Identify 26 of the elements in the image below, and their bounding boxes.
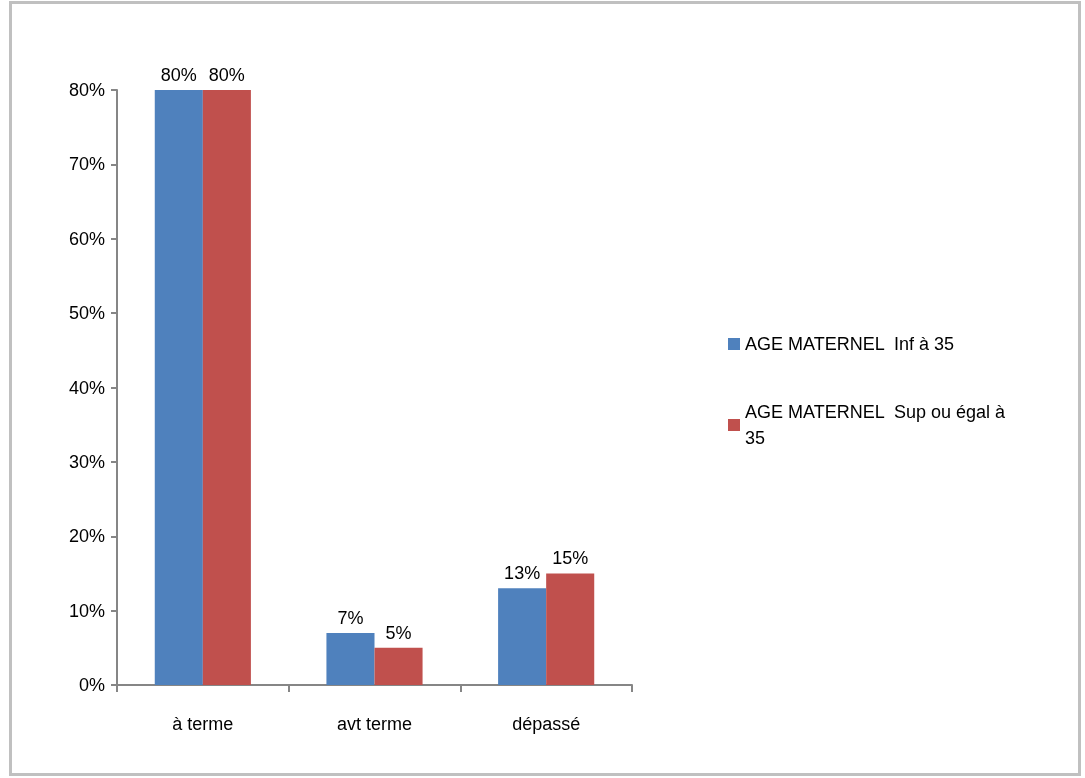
data-label: 15%: [552, 548, 589, 569]
y-tick-label: 0%: [78, 675, 105, 695]
bar: [546, 573, 595, 685]
bar: [154, 90, 203, 685]
y-tick-label: 50%: [68, 303, 105, 324]
legend-label: AGE MATERNEL Inf à 35: [745, 334, 955, 354]
y-tick-label: 40%: [68, 377, 105, 398]
bar: [374, 647, 423, 685]
y-tick-label: 70%: [68, 154, 105, 175]
y-tick-label: 60%: [68, 228, 105, 249]
bar: [498, 588, 547, 685]
data-label: 80%: [208, 65, 245, 85]
data-label: 80%: [160, 65, 197, 85]
bar: [202, 90, 251, 685]
data-label: 13%: [504, 563, 541, 584]
y-tick-label: 30%: [68, 451, 105, 472]
y-tick-label: 10%: [68, 600, 105, 621]
data-label: 7%: [337, 607, 364, 628]
bar: [326, 632, 375, 685]
y-tick-label: 20%: [68, 526, 105, 547]
x-tick-label: avt terme: [336, 714, 413, 734]
x-tick-label: à terme: [172, 714, 234, 734]
y-tick-label: 80%: [68, 80, 105, 100]
x-tick-label: dépassé: [512, 714, 581, 734]
data-label: 5%: [385, 622, 412, 643]
legend-label: AGE MATERNEL Sup ou égal à 35: [745, 402, 1011, 448]
